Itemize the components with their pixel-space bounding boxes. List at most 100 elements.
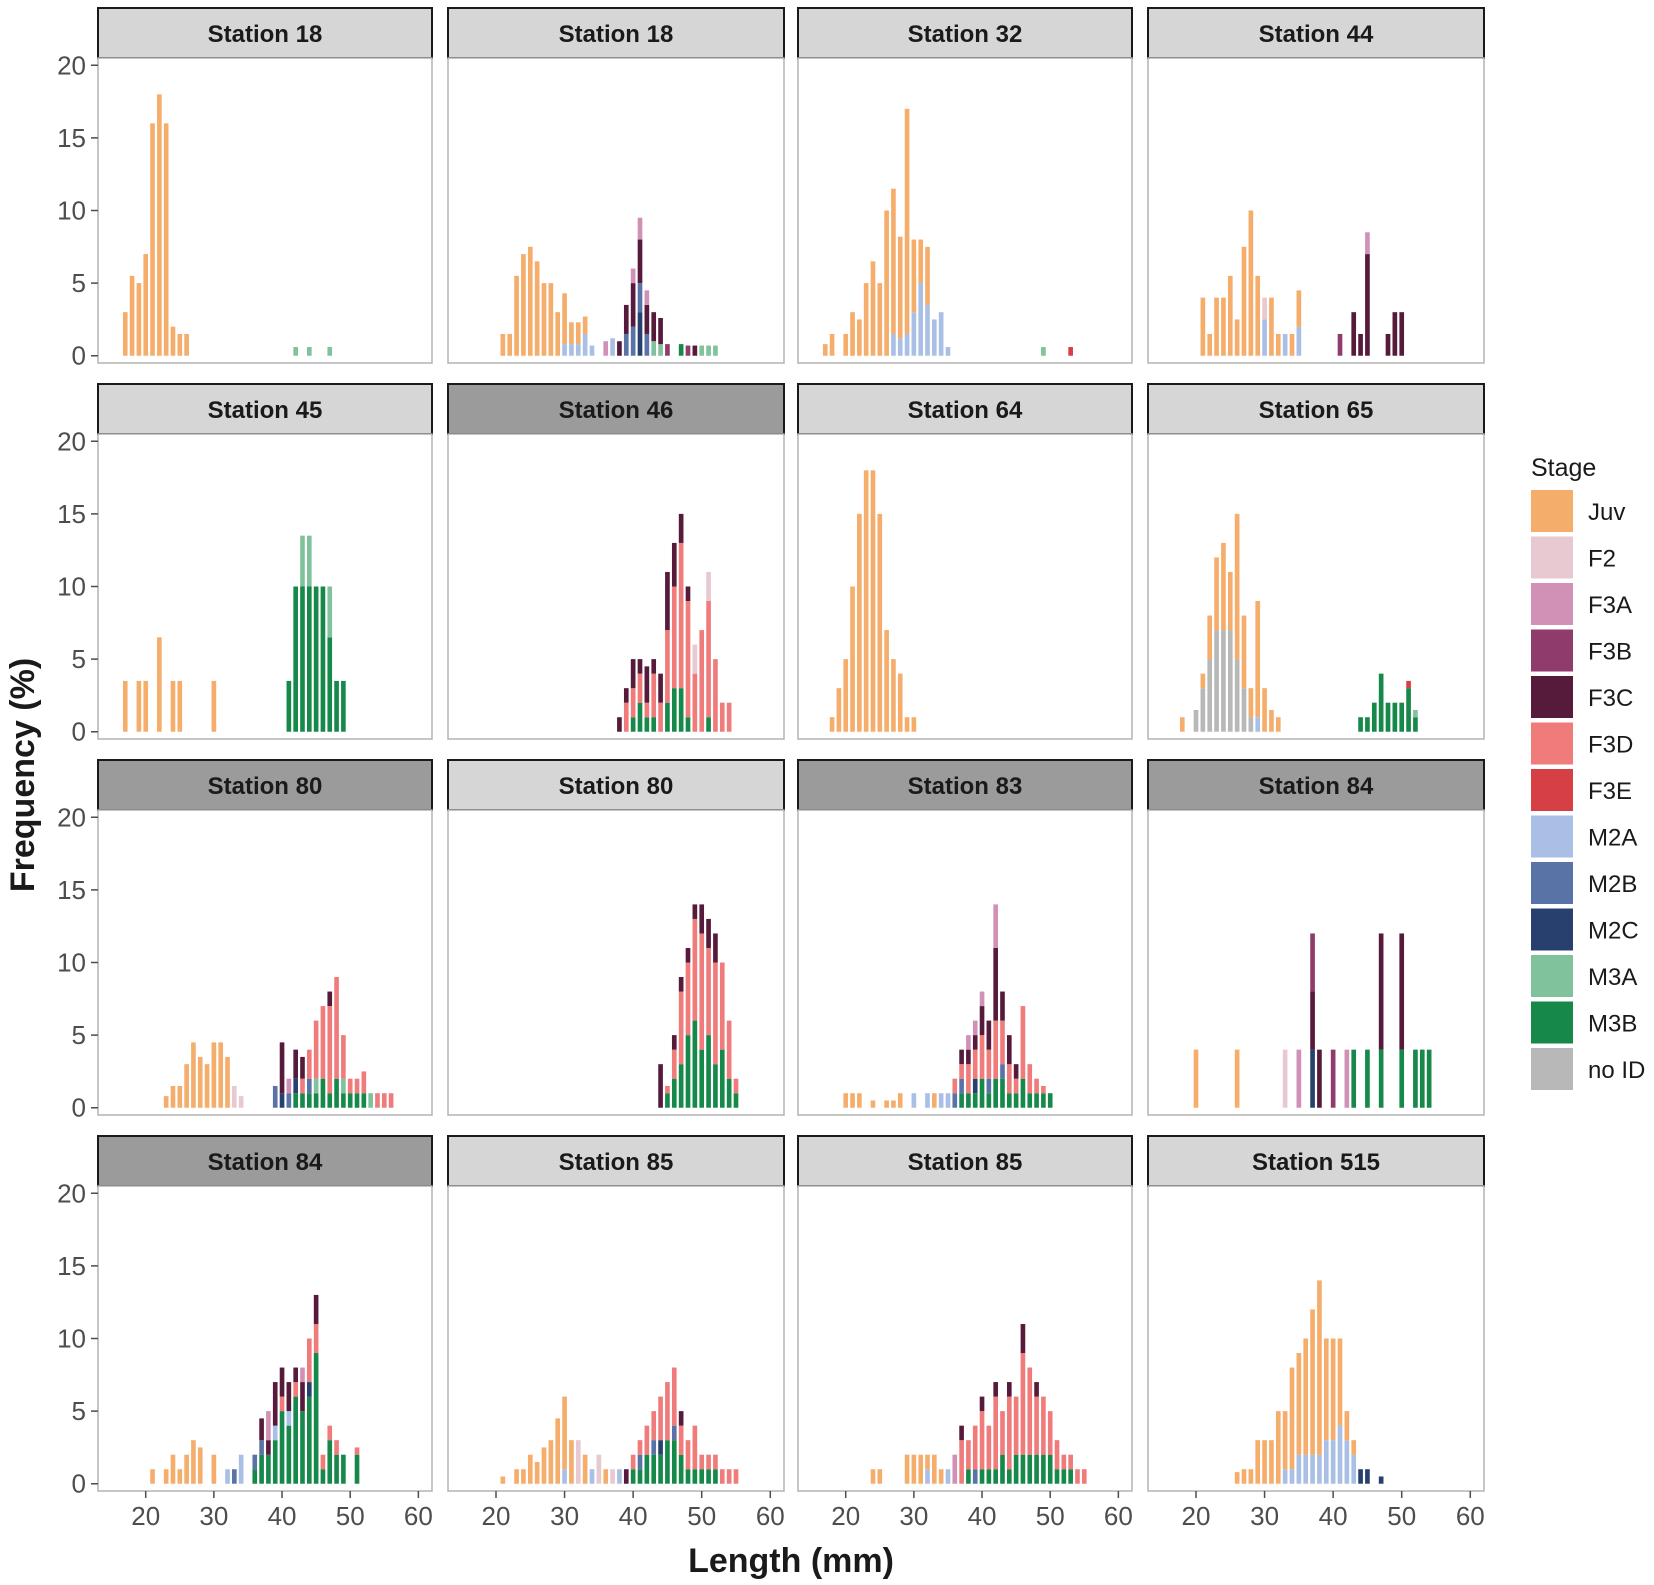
histogram-bar [347,1078,353,1094]
facet-strip [447,1135,785,1187]
histogram-bar [706,571,711,602]
facet-strip [1147,7,1485,59]
histogram-bar [603,341,609,356]
histogram-bar [966,1440,971,1470]
histogram-bar [170,1454,176,1484]
x-tick-label: 30 [899,1501,928,1531]
histogram-bar [1061,1469,1067,1484]
histogram-bar [678,344,684,356]
histogram-bar [925,1093,930,1108]
histogram-bar [184,1064,189,1108]
histogram-bar [1365,1469,1370,1484]
histogram-bar [1081,1469,1087,1484]
histogram-bar [897,673,903,732]
histogram-bar [1378,933,1384,1050]
histogram-bar [327,586,333,638]
histogram-bar [341,1078,346,1094]
histogram-bar [1282,1049,1288,1108]
histogram-bar [184,1454,189,1484]
histogram-bar [829,333,835,356]
histogram-bar [347,1093,353,1108]
histogram-bar [706,717,711,732]
histogram-bar [918,1454,924,1484]
histogram-bar [671,1367,677,1426]
histogram-bar [541,1447,547,1484]
histogram-bar [313,1294,319,1324]
y-tick-label: 15 [57,875,86,905]
histogram-bar [692,918,698,1021]
histogram-bar [1255,1440,1261,1484]
histogram-bar [979,1469,985,1484]
histogram-bar [671,1425,677,1441]
histogram-bar [320,1469,326,1484]
histogram-bar [1351,1454,1357,1484]
histogram-bar [685,947,691,963]
histogram-bar [1054,1440,1060,1470]
histogram-bar [651,341,657,356]
histogram-bar [1013,1064,1019,1079]
histogram-bar [1027,1454,1033,1484]
x-tick-label: 60 [1104,1501,1133,1531]
legend-label: M3A [1588,964,1637,991]
histogram-bar [603,1469,609,1484]
facet-title: Station 18 [559,21,674,48]
y-tick-label: 15 [57,123,86,153]
histogram-bar [1248,688,1254,718]
histogram-bar [320,1006,326,1079]
histogram-bar [129,275,135,356]
histogram-bar [521,1469,526,1484]
histogram-bar [1330,1338,1336,1441]
histogram-bar [1248,210,1254,356]
histogram-bar [589,1469,595,1484]
histogram-bar [211,1042,217,1108]
histogram-bar [678,977,684,992]
facet-title: Station 515 [1252,1149,1380,1176]
histogram-bar [1371,702,1377,732]
histogram-bar [843,1093,849,1108]
x-tick-label: 50 [687,1501,716,1531]
histogram-bar [644,1425,650,1455]
histogram-bar [685,601,691,718]
histogram-bar [665,1093,670,1108]
histogram-bar [1200,297,1206,356]
histogram-bar [1289,1367,1295,1470]
histogram-bar [272,1085,278,1108]
histogram-bar [1020,1353,1026,1455]
histogram-bar [500,1476,506,1484]
histogram-bar [1303,1338,1309,1455]
x-tick-label: 20 [1182,1501,1211,1531]
histogram-bar [341,1035,346,1079]
histogram-bar [623,688,629,703]
histogram-bar [300,1382,305,1412]
facet-panel [797,433,1133,740]
histogram-bar [972,1020,978,1036]
histogram-bar [733,1078,739,1094]
x-tick-label: 20 [131,1501,160,1531]
histogram-bar [1275,1411,1281,1484]
histogram-bar [143,680,149,732]
histogram-bar [891,333,896,356]
histogram-bar [286,1411,292,1426]
histogram-bar [1255,717,1261,732]
histogram-bar [306,1049,312,1079]
histogram-bar [1419,1049,1425,1108]
histogram-bar [1337,1338,1343,1426]
histogram-bar [713,962,718,1065]
histogram-bar [1020,1078,1026,1108]
facet-strip [1147,759,1485,811]
histogram-bar [327,637,333,732]
histogram-bar [938,1469,944,1484]
histogram-bar [327,991,333,1007]
legend-swatch [1531,908,1573,951]
histogram-bar [555,312,561,356]
histogram-bar [341,1454,346,1484]
histogram-bar [286,680,292,732]
histogram-bar [1310,933,1315,992]
histogram-bar [870,1100,876,1108]
histogram-bar [1413,1049,1418,1108]
x-tick-label: 60 [756,1501,785,1531]
legend-title: Stage [1531,454,1596,482]
histogram-bar [327,1425,333,1441]
histogram-bar [637,673,643,703]
histogram-bar [569,322,574,345]
